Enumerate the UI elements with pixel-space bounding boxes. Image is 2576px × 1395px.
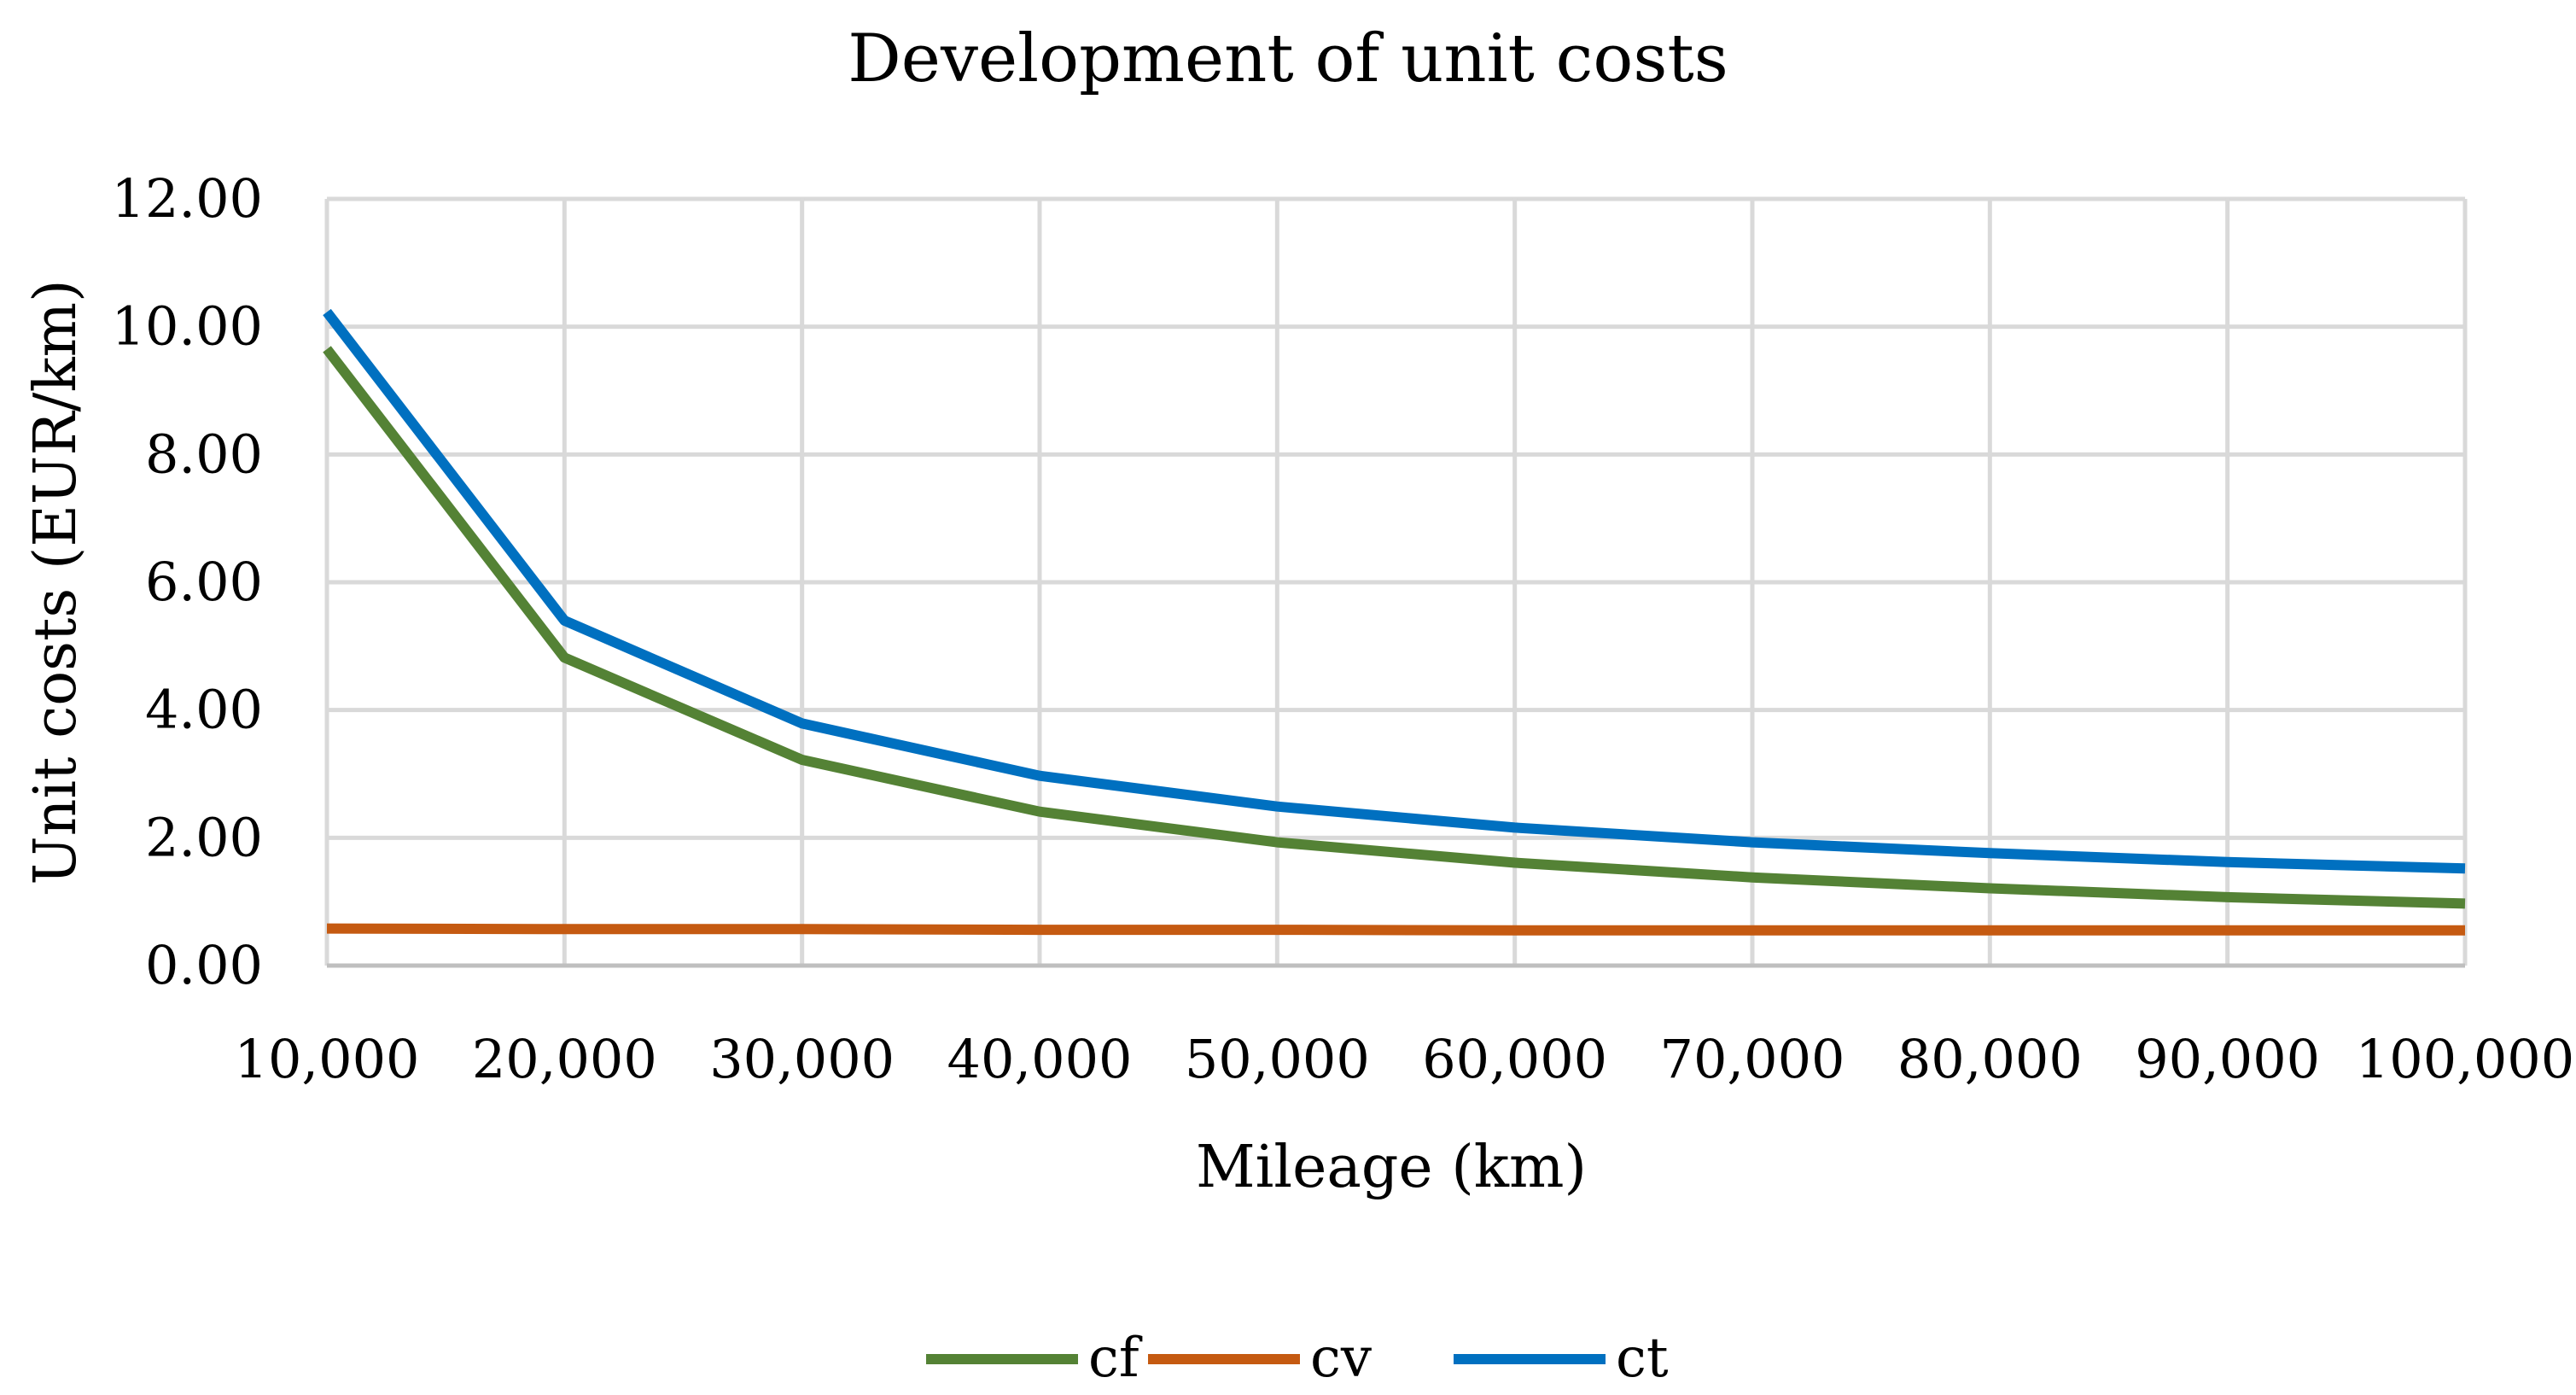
legend-label: cv xyxy=(1310,1327,1372,1390)
y-tick-label: 2.00 xyxy=(145,806,263,868)
gridlines xyxy=(324,196,2468,966)
x-tick-label: 60,000 xyxy=(1422,1028,1607,1090)
series-line-ct xyxy=(323,308,2466,874)
y-tick-label: 0.00 xyxy=(145,934,263,996)
chart-title: Development of unit costs xyxy=(848,20,1728,97)
series-lines xyxy=(323,308,2466,936)
x-tick-label: 70,000 xyxy=(1660,1028,1845,1090)
x-tick-label: 80,000 xyxy=(1897,1028,2083,1090)
x-tick-labels: 10,000 20,000 30,000 40,000 50,000 60,000 70,0… xyxy=(235,1028,2575,1090)
y-tick-label: 8.00 xyxy=(145,423,263,485)
legend-item-cf: cf xyxy=(926,1327,1143,1390)
series-line-cf xyxy=(323,346,2466,909)
legend: cf cv ct xyxy=(926,1327,1669,1390)
legend-label: cf xyxy=(1088,1327,1143,1390)
x-tick-label: 10,000 xyxy=(235,1028,420,1090)
y-axis-title: Unit costs (EUR/km) xyxy=(22,279,90,884)
series-line-cv xyxy=(326,923,2465,936)
x-tick-label: 90,000 xyxy=(2135,1028,2320,1090)
legend-item-ct: ct xyxy=(1454,1327,1669,1390)
x-tick-label: 40,000 xyxy=(947,1028,1133,1090)
legend-label: ct xyxy=(1616,1327,1669,1390)
x-axis-title: Mileage (km) xyxy=(1196,1134,1587,1201)
legend-item-cv: cv xyxy=(1148,1327,1372,1390)
x-tick-label: 30,000 xyxy=(709,1028,895,1090)
y-tick-label: 12.00 xyxy=(112,167,264,230)
y-tick-labels: 0.00 2.00 4.00 6.00 8.00 10.00 12.00 xyxy=(112,167,264,996)
y-tick-label: 6.00 xyxy=(145,551,263,613)
y-tick-label: 4.00 xyxy=(145,679,263,741)
y-tick-label: 10.00 xyxy=(112,295,264,358)
x-tick-label: 20,000 xyxy=(472,1028,657,1090)
x-tick-label: 50,000 xyxy=(1185,1028,1370,1090)
x-tick-label: 100,000 xyxy=(2356,1028,2574,1090)
